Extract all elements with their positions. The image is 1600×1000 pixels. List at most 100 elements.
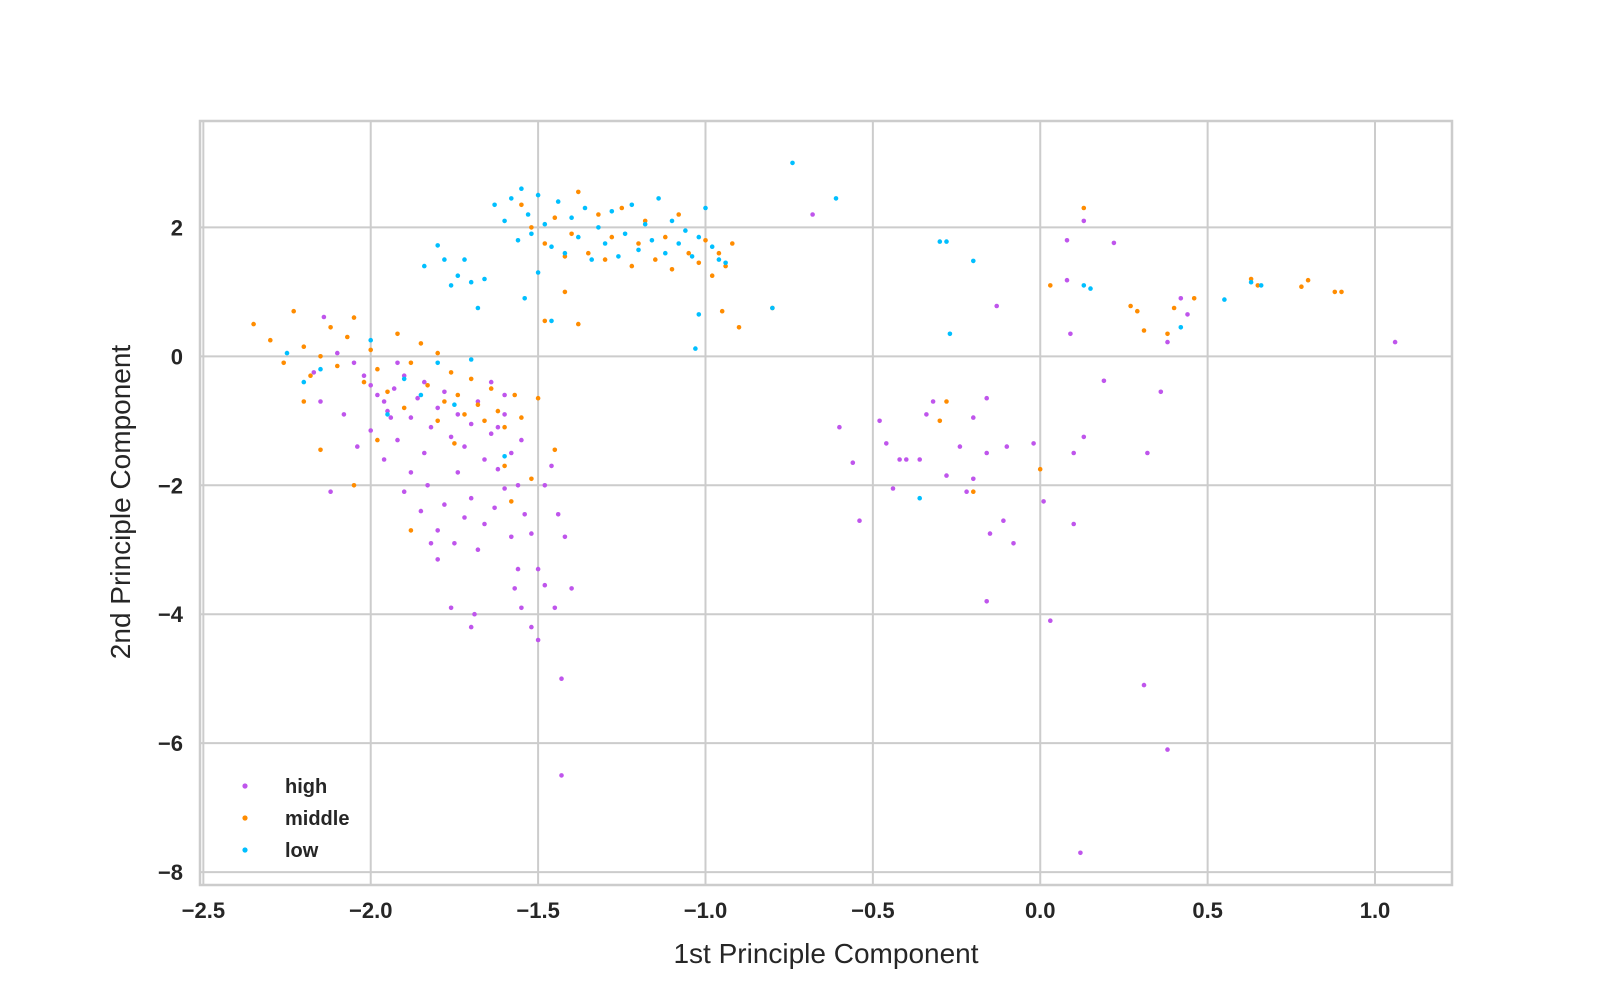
data-point-middle: [1191, 296, 1197, 301]
data-point-low: [649, 238, 655, 243]
y-tick-label: 2: [171, 215, 183, 240]
data-point-low: [452, 402, 457, 408]
data-point-high: [1078, 850, 1083, 856]
data-point-low: [418, 392, 424, 398]
data-point-middle: [502, 463, 507, 469]
data-point-middle: [435, 350, 441, 356]
data-point-low: [422, 263, 427, 269]
data-point-low: [562, 250, 568, 256]
data-point-middle: [1037, 466, 1043, 472]
data-point-high: [408, 470, 414, 475]
data-point-high: [957, 444, 963, 449]
data-point-high: [559, 676, 564, 681]
data-point-middle: [301, 344, 307, 350]
data-point-middle: [676, 212, 681, 217]
data-point-high: [529, 624, 534, 630]
data-point-high: [535, 637, 541, 643]
data-point-high: [542, 483, 548, 488]
data-point-low: [693, 346, 698, 351]
data-point-high: [1048, 618, 1053, 623]
data-point-high: [448, 605, 454, 611]
data-point-low: [589, 257, 594, 262]
y-tick-label: 0: [171, 344, 183, 369]
data-point-low: [723, 260, 728, 266]
data-point-high: [368, 428, 374, 433]
data-point-high: [408, 415, 414, 420]
data-point-low: [448, 283, 454, 288]
data-point-high: [341, 412, 347, 417]
data-point-low: [468, 357, 474, 362]
data-point-low: [947, 331, 953, 337]
data-point-low: [656, 196, 661, 201]
data-point-high: [482, 521, 487, 527]
data-point-low: [1081, 283, 1087, 288]
data-point-high: [1178, 296, 1184, 301]
data-point-high: [1071, 450, 1076, 456]
data-point-high: [388, 415, 394, 420]
data-point-middle: [1305, 277, 1311, 283]
data-point-high: [355, 444, 360, 449]
data-point-high: [529, 531, 534, 536]
data-point-low: [642, 221, 648, 227]
data-point-high: [328, 489, 333, 495]
data-point-low: [676, 241, 681, 246]
data-point-middle: [596, 212, 601, 217]
grid: [200, 121, 1452, 885]
data-point-low: [555, 199, 561, 204]
data-point-high: [1185, 312, 1190, 317]
data-point-middle: [719, 308, 725, 314]
data-point-high: [452, 541, 457, 546]
legend: high middle low: [242, 776, 349, 862]
data-point-high: [375, 392, 380, 398]
data-point-high: [351, 360, 357, 366]
data-point-middle: [663, 234, 668, 240]
data-point-low: [475, 305, 481, 311]
data-point-high: [924, 412, 929, 417]
data-point-middle: [937, 418, 943, 424]
data-point-high: [475, 399, 481, 404]
data-point-high: [971, 415, 976, 420]
data-point-low: [683, 228, 688, 233]
data-point-high: [552, 605, 558, 611]
data-point-middle: [308, 373, 313, 379]
data-point-middle: [482, 418, 487, 424]
x-axis-ticks: −2.5 −2.0 −1.5 −1.0 −0.5 0.0 0.5 1.0: [182, 898, 1391, 923]
x-tick-label: −1.5: [516, 898, 559, 923]
data-point-middle: [1081, 205, 1087, 211]
data-point-high: [877, 418, 882, 424]
data-point-high: [984, 450, 989, 456]
data-point-low: [519, 186, 524, 191]
data-point-low: [569, 215, 574, 220]
data-point-high: [1068, 331, 1073, 337]
data-point-high: [509, 534, 514, 540]
data-point-high: [475, 547, 481, 552]
data-point-high: [994, 303, 999, 309]
data-point-high: [964, 489, 969, 495]
data-point-middle: [395, 331, 400, 337]
data-point-high: [318, 399, 323, 404]
data-point-middle: [475, 402, 481, 408]
data-point-high: [1165, 339, 1170, 345]
data-point-low: [284, 350, 290, 356]
data-point-middle: [602, 257, 608, 262]
plot-frame: [198, 119, 1454, 887]
data-point-high: [1165, 747, 1170, 752]
data-point-high: [984, 599, 989, 604]
data-point-low: [833, 196, 839, 201]
data-point-high: [810, 212, 815, 217]
data-point-high: [335, 350, 340, 356]
legend-marker-low: [242, 847, 248, 853]
data-point-high: [495, 466, 501, 472]
data-point-middle: [418, 341, 424, 346]
data-point-high: [1064, 238, 1070, 243]
data-point-middle: [1299, 284, 1304, 290]
data-point-low: [582, 205, 588, 211]
data-point-middle: [1339, 289, 1344, 295]
data-point-low: [636, 247, 641, 253]
data-point-high: [884, 441, 889, 446]
data-point-low: [318, 366, 323, 372]
data-point-high: [368, 383, 374, 388]
data-point-high: [509, 450, 514, 456]
data-point-high: [555, 512, 561, 517]
data-point-high: [971, 476, 976, 482]
